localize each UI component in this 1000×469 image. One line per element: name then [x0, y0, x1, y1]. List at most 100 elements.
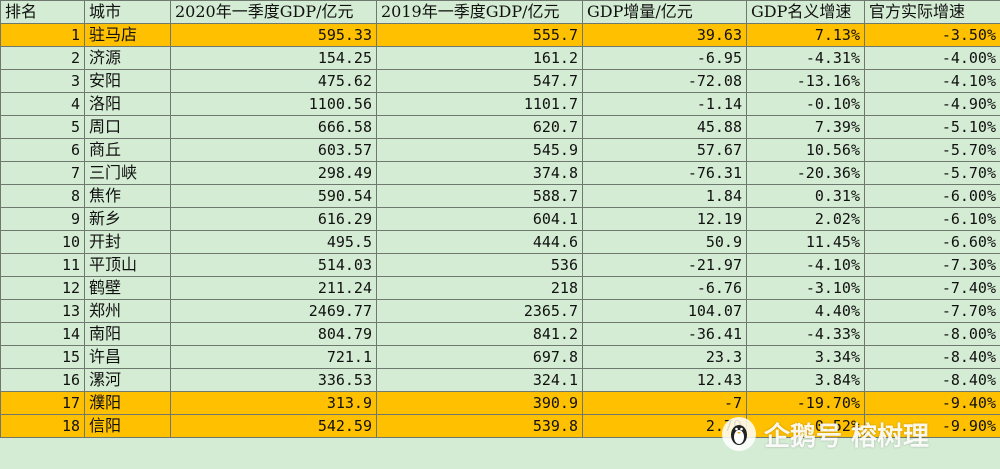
rank-cell: 13	[0, 299, 85, 323]
header-rank: 排名	[0, 0, 85, 24]
gdp-delta-cell: 57.67	[582, 138, 747, 162]
gdp-2019-cell: 444.6	[376, 230, 583, 254]
rank-cell: 14	[0, 322, 85, 346]
gdp-delta-cell: 2.79	[582, 414, 747, 438]
real-growth-cell: -3.50%	[864, 23, 1000, 47]
gdp-2020-cell: 616.29	[170, 207, 377, 231]
real-growth-cell: -6.60%	[864, 230, 1000, 254]
nominal-growth-cell: -4.31%	[746, 46, 865, 70]
table-row: 2 济源 154.25 161.2 -6.95 -4.31% -4.00%	[0, 46, 1000, 70]
city-cell: 漯河	[84, 368, 171, 392]
gdp-2019-cell: 620.7	[376, 115, 583, 139]
city-cell: 新乡	[84, 207, 171, 231]
table-row: 14 南阳 804.79 841.2 -36.41 -4.33% -8.00%	[0, 322, 1000, 346]
rank-cell: 15	[0, 345, 85, 369]
rank-cell: 5	[0, 115, 85, 139]
nominal-growth-cell: 2.02%	[746, 207, 865, 231]
nominal-growth-cell: -4.33%	[746, 322, 865, 346]
gdp-delta-cell: 1.84	[582, 184, 747, 208]
nominal-growth-cell: -13.16%	[746, 69, 865, 93]
table-row: 13 郑州 2469.77 2365.7 104.07 4.40% -7.70%	[0, 299, 1000, 323]
gdp-delta-cell: -21.97	[582, 253, 747, 277]
table-row: 5 周口 666.58 620.7 45.88 7.39% -5.10%	[0, 115, 1000, 139]
gdp-2019-cell: 604.1	[376, 207, 583, 231]
rank-cell: 17	[0, 391, 85, 415]
gdp-2019-cell: 697.8	[376, 345, 583, 369]
real-growth-cell: -9.90%	[864, 414, 1000, 438]
gdp-2019-cell: 545.9	[376, 138, 583, 162]
real-growth-cell: -7.70%	[864, 299, 1000, 323]
city-cell: 濮阳	[84, 391, 171, 415]
header-city: 城市	[84, 0, 171, 24]
gdp-delta-cell: -6.95	[582, 46, 747, 70]
gdp-delta-cell: -76.31	[582, 161, 747, 185]
city-cell: 周口	[84, 115, 171, 139]
nominal-growth-cell: -3.10%	[746, 276, 865, 300]
gdp-2020-cell: 603.57	[170, 138, 377, 162]
gdp-2020-cell: 514.03	[170, 253, 377, 277]
header-gdp-delta: GDP增量/亿元	[582, 0, 747, 24]
rank-cell: 4	[0, 92, 85, 116]
city-cell: 焦作	[84, 184, 171, 208]
gdp-2019-cell: 390.9	[376, 391, 583, 415]
gdp-2019-cell: 555.7	[376, 23, 583, 47]
city-cell: 安阳	[84, 69, 171, 93]
gdp-2019-cell: 841.2	[376, 322, 583, 346]
real-growth-cell: -8.00%	[864, 322, 1000, 346]
city-cell: 三门峡	[84, 161, 171, 185]
rank-cell: 16	[0, 368, 85, 392]
nominal-growth-cell: 0.52%	[746, 414, 865, 438]
gdp-2020-cell: 336.53	[170, 368, 377, 392]
rank-cell: 11	[0, 253, 85, 277]
gdp-delta-cell: 23.3	[582, 345, 747, 369]
nominal-growth-cell: 10.56%	[746, 138, 865, 162]
gdp-2019-cell: 1101.7	[376, 92, 583, 116]
city-cell: 开封	[84, 230, 171, 254]
rank-cell: 10	[0, 230, 85, 254]
header-gdp-2020: 2020年一季度GDP/亿元	[170, 0, 377, 24]
gdp-delta-cell: -7	[582, 391, 747, 415]
rank-cell: 1	[0, 23, 85, 47]
gdp-delta-cell: -1.14	[582, 92, 747, 116]
gdp-2019-cell: 536	[376, 253, 583, 277]
gdp-2020-cell: 211.24	[170, 276, 377, 300]
nominal-growth-cell: -19.70%	[746, 391, 865, 415]
gdp-2020-cell: 721.1	[170, 345, 377, 369]
table-row: 8 焦作 590.54 588.7 1.84 0.31% -6.00%	[0, 184, 1000, 208]
gdp-2020-cell: 475.62	[170, 69, 377, 93]
real-growth-cell: -7.40%	[864, 276, 1000, 300]
table-row: 9 新乡 616.29 604.1 12.19 2.02% -6.10%	[0, 207, 1000, 231]
rank-cell: 7	[0, 161, 85, 185]
gdp-2020-cell: 804.79	[170, 322, 377, 346]
table-body: 1 驻马店 595.33 555.7 39.63 7.13% -3.50% 2 济源 154.25…	[0, 23, 1000, 438]
city-cell: 商丘	[84, 138, 171, 162]
gdp-delta-cell: 12.19	[582, 207, 747, 231]
gdp-2020-cell: 313.9	[170, 391, 377, 415]
gdp-2019-cell: 2365.7	[376, 299, 583, 323]
nominal-growth-cell: 4.40%	[746, 299, 865, 323]
rank-cell: 9	[0, 207, 85, 231]
nominal-growth-cell: 3.34%	[746, 345, 865, 369]
header-real-growth: 官方实际增速	[864, 0, 1000, 24]
real-growth-cell: -4.00%	[864, 46, 1000, 70]
city-cell: 洛阳	[84, 92, 171, 116]
city-cell: 郑州	[84, 299, 171, 323]
table-row: 6 商丘 603.57 545.9 57.67 10.56% -5.70%	[0, 138, 1000, 162]
real-growth-cell: -8.40%	[864, 368, 1000, 392]
gdp-2019-cell: 374.8	[376, 161, 583, 185]
real-growth-cell: -5.70%	[864, 161, 1000, 185]
real-growth-cell: -5.70%	[864, 138, 1000, 162]
gdp-delta-cell: -36.41	[582, 322, 747, 346]
gdp-delta-cell: 39.63	[582, 23, 747, 47]
city-cell: 驻马店	[84, 23, 171, 47]
header-nominal-growth: GDP名义增速	[746, 0, 865, 24]
gdp-2019-cell: 324.1	[376, 368, 583, 392]
gdp-2019-cell: 547.7	[376, 69, 583, 93]
table-row: 12 鹤壁 211.24 218 -6.76 -3.10% -7.40%	[0, 276, 1000, 300]
rank-cell: 12	[0, 276, 85, 300]
header-gdp-2019: 2019年一季度GDP/亿元	[376, 0, 583, 24]
table-row: 11 平顶山 514.03 536 -21.97 -4.10% -7.30%	[0, 253, 1000, 277]
table-row: 1 驻马店 595.33 555.7 39.63 7.13% -3.50%	[0, 23, 1000, 47]
real-growth-cell: -4.90%	[864, 92, 1000, 116]
nominal-growth-cell: -0.10%	[746, 92, 865, 116]
